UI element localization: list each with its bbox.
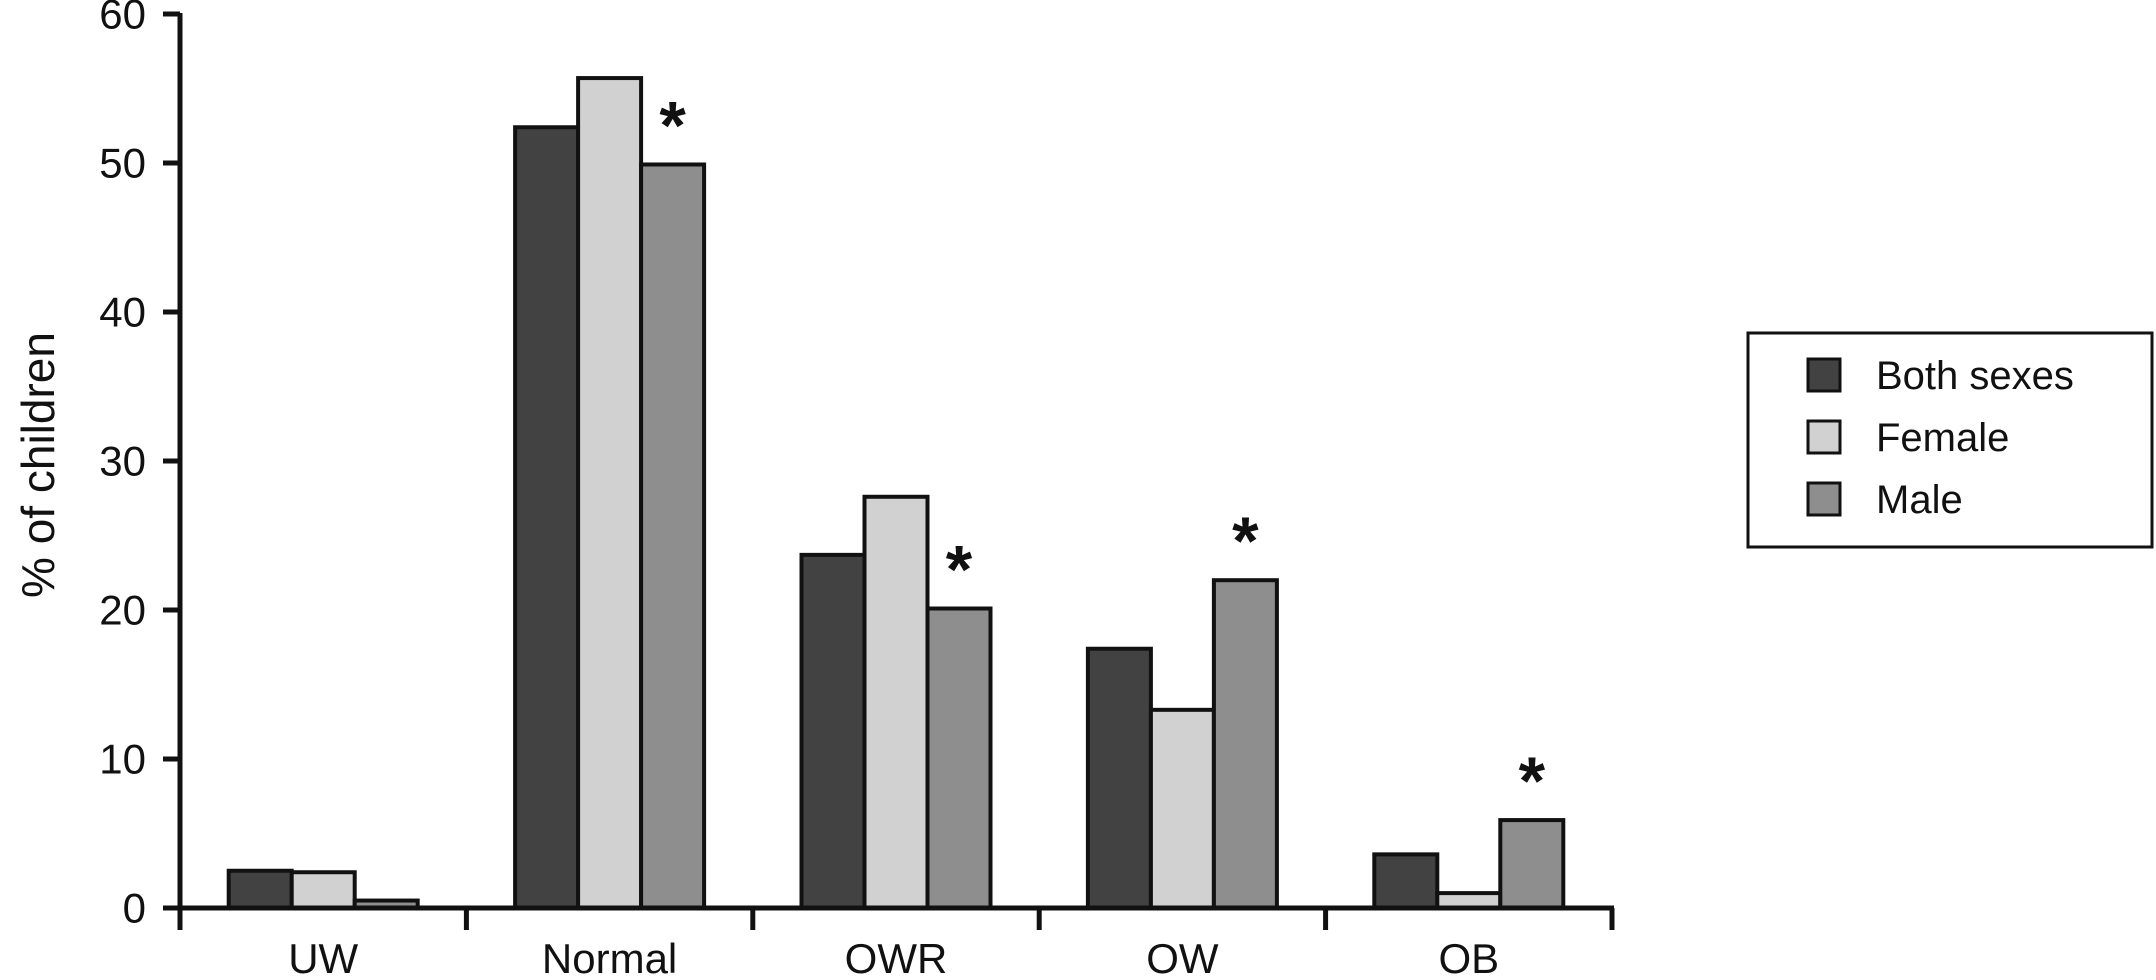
legend-label-both-sexes: Both sexes	[1876, 354, 2074, 398]
x-category-label: OW	[1146, 935, 1219, 980]
bar-normal-both-sexes	[513, 125, 581, 911]
bar-ob-male	[1498, 818, 1566, 911]
bar-ow-female	[1148, 707, 1216, 911]
x-category-label: OB	[1438, 935, 1499, 980]
y-tick-label: 10	[99, 736, 146, 783]
legend-swatch-both-sexes-icon	[1806, 357, 1842, 393]
legend-item-male: Male	[1806, 478, 1963, 522]
x-category-label: Normal	[542, 935, 677, 980]
y-axis-title: % of children	[12, 332, 64, 598]
bar-normal-male	[639, 162, 707, 911]
x-category-label: UW	[288, 935, 358, 980]
plot-area: 0 10 20 30 40 50 60 UW Normal OWR OW OB * * * *	[99, 0, 1615, 980]
significance-asterisk-icon: *	[659, 87, 686, 163]
legend: Both sexes Female Male	[1746, 331, 2154, 549]
bar-ob-both-sexes	[1372, 852, 1440, 910]
legend-item-both-sexes: Both sexes	[1806, 354, 2074, 398]
y-tick-label: 30	[99, 438, 146, 485]
significance-asterisk-icon: *	[1519, 743, 1546, 819]
significance-asterisk-icon: *	[946, 532, 973, 608]
legend-swatch-male-icon	[1806, 481, 1842, 517]
legend-label-male: Male	[1876, 478, 1963, 522]
bar-ow-both-sexes	[1085, 646, 1153, 910]
bar-uw-female	[289, 870, 357, 910]
bar-ow-male	[1211, 578, 1279, 910]
significance-asterisk-icon: *	[1232, 503, 1259, 579]
legend-label-female: Female	[1876, 416, 2009, 460]
y-tick-label: 40	[99, 289, 146, 336]
bar-owr-female	[862, 494, 930, 910]
bar-owr-male	[925, 606, 993, 910]
bar-owr-both-sexes	[799, 552, 867, 910]
legend-item-female: Female	[1806, 416, 2009, 460]
bar-uw-both-sexes	[226, 868, 294, 910]
y-tick-label: 60	[99, 0, 146, 38]
y-tick-label: 50	[99, 140, 146, 187]
y-tick-label: 20	[99, 587, 146, 634]
legend-swatch-female-icon	[1806, 419, 1842, 455]
y-tick-label: 0	[123, 885, 146, 932]
x-category-label: OWR	[845, 935, 948, 980]
bar-normal-female	[576, 76, 644, 910]
